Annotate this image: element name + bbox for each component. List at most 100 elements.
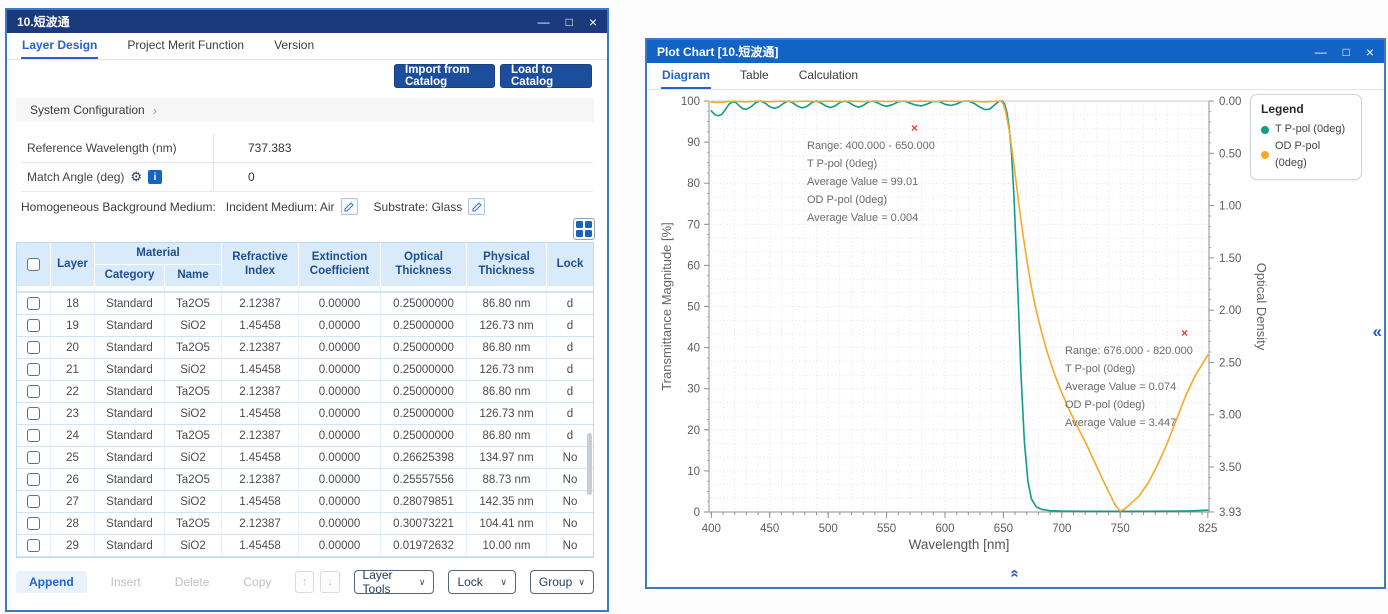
table-row[interactable]: 29 Standard SiO2 1.45458 0.00000 0.01972632 10… — [17, 535, 593, 557]
tab-table[interactable]: Table — [740, 68, 769, 82]
table-cell: SiO2 — [165, 315, 222, 337]
config-row: Match Angle (deg) ⚙ i 0 — [21, 163, 593, 192]
chart-legend: Legend T P-pol (0deg) OD P-pol (0deg) — [1250, 94, 1362, 180]
table-row[interactable]: 19 Standard SiO2 1.45458 0.00000 0.25000000 12… — [17, 315, 593, 337]
row-checkbox[interactable] — [27, 451, 40, 464]
table-cell: 23 — [51, 403, 95, 425]
layer-table-body: 18 Standard Ta2O5 2.12387 0.00000 0.25000000 8… — [17, 293, 593, 557]
annotation-close-icon[interactable]: × — [1181, 326, 1189, 340]
table-layout-icon[interactable] — [573, 218, 595, 240]
gear-icon[interactable]: ⚙ — [130, 169, 143, 184]
edit-incident-medium-icon[interactable] — [340, 198, 358, 215]
annotation-close-icon[interactable]: × — [911, 121, 919, 135]
checkbox-cell — [17, 535, 51, 557]
table-cell: 0.25000000 — [381, 293, 467, 315]
info-icon[interactable]: i — [148, 170, 163, 184]
incident-medium-label: Incident Medium: Air — [225, 199, 335, 214]
svg-text:700: 700 — [1052, 523, 1071, 535]
row-checkbox[interactable] — [27, 495, 40, 508]
close-icon[interactable]: × — [588, 13, 597, 30]
append-button[interactable]: Append — [16, 571, 87, 593]
row-checkbox[interactable] — [27, 539, 40, 552]
import-from-catalog-button[interactable]: Import from Catalog — [394, 64, 495, 88]
row-checkbox[interactable] — [27, 363, 40, 376]
table-cell: 126.73 nm — [467, 359, 547, 381]
checkbox-cell — [17, 293, 51, 315]
window-titlebar[interactable]: Plot Chart [10.短波通] — □ × — [647, 40, 1384, 63]
chevron-down-icon: ∨ — [500, 576, 507, 587]
move-up-button[interactable]: ↑ — [295, 571, 315, 593]
table-row[interactable]: 27 Standard SiO2 1.45458 0.00000 0.28079851 14… — [17, 491, 593, 513]
table-cell: 25 — [51, 447, 95, 469]
table-row[interactable]: 22 Standard Ta2O5 2.12387 0.00000 0.25000000 8… — [17, 381, 593, 403]
layer-tools-dropdown[interactable]: Layer Tools ∨ — [353, 568, 435, 596]
svg-text:70: 70 — [687, 219, 700, 231]
tab-diagram[interactable]: Diagram — [661, 63, 712, 89]
maximize-icon[interactable]: □ — [565, 14, 573, 29]
table-row[interactable]: 23 Standard SiO2 1.45458 0.00000 0.25000000 12… — [17, 403, 593, 425]
medium-line: Homogeneous Background Medium: Incident … — [21, 198, 599, 215]
svg-text:600: 600 — [935, 523, 954, 535]
window-titlebar[interactable]: 10.短波通 — □ × — [7, 10, 607, 33]
tab-project-merit-function[interactable]: Project Merit Function — [127, 38, 245, 52]
group-dropdown[interactable]: Group ∨ — [529, 570, 594, 594]
config-value[interactable]: 737.383 — [213, 134, 593, 162]
row-checkbox[interactable] — [27, 517, 40, 530]
table-row[interactable]: 25 Standard SiO2 1.45458 0.00000 0.26625398 13… — [17, 447, 593, 469]
table-cell: Ta2O5 — [165, 293, 222, 315]
config-row: Reference Wavelength (nm) 737.383 — [21, 134, 593, 163]
table-row[interactable]: 18 Standard Ta2O5 2.12387 0.00000 0.25000000 8… — [17, 293, 593, 315]
table-cell: 104.41 nm — [467, 513, 547, 535]
tab-version[interactable]: Version — [274, 38, 315, 52]
expand-up-icon[interactable]: « — [1006, 569, 1024, 578]
right-tabbar: Diagram Table Calculation — [647, 63, 1384, 90]
table-cell: 0.25000000 — [381, 359, 467, 381]
table-cell: 0.01972632 — [381, 535, 467, 557]
table-scrollbar[interactable] — [587, 433, 592, 495]
delete-button[interactable]: Delete — [174, 575, 210, 589]
minimize-icon[interactable]: — — [1314, 44, 1327, 59]
copy-button[interactable]: Copy — [243, 575, 272, 589]
layer-table: Layer Material Category Name Refractive … — [16, 242, 594, 558]
move-down-button[interactable]: ↓ — [320, 571, 340, 593]
maximize-icon[interactable]: □ — [1342, 44, 1350, 59]
insert-button[interactable]: Insert — [110, 575, 141, 589]
system-configuration-label: System Configuration — [30, 103, 145, 117]
minimize-icon[interactable]: — — [537, 14, 550, 29]
svg-text:1.00: 1.00 — [1219, 201, 1241, 213]
table-row[interactable]: 26 Standard Ta2O5 2.12387 0.00000 0.25557556 8… — [17, 469, 593, 491]
tab-layer-design[interactable]: Layer Design — [21, 33, 99, 59]
system-configuration-header[interactable]: System Configuration › — [16, 98, 594, 122]
table-cell: 126.73 nm — [467, 315, 547, 337]
table-cell: 0.28079851 — [381, 491, 467, 513]
row-checkbox[interactable] — [27, 297, 40, 310]
table-cell: 1.45458 — [222, 447, 299, 469]
row-checkbox[interactable] — [27, 407, 40, 420]
edit-substrate-icon[interactable] — [468, 198, 486, 215]
row-checkbox[interactable] — [27, 429, 40, 442]
row-checkbox[interactable] — [27, 319, 40, 332]
table-row[interactable]: 24 Standard Ta2O5 2.12387 0.00000 0.25000000 8… — [17, 425, 593, 447]
legend-dot-icon — [1261, 151, 1269, 159]
table-row[interactable]: 20 Standard Ta2O5 2.12387 0.00000 0.25000000 8… — [17, 337, 593, 359]
svg-text:10: 10 — [687, 466, 700, 478]
row-checkbox[interactable] — [27, 385, 40, 398]
table-cell: Standard — [95, 293, 165, 315]
table-cell: 0.00000 — [299, 491, 381, 513]
config-value[interactable]: 0 — [213, 163, 593, 191]
row-checkbox[interactable] — [27, 341, 40, 354]
svg-text:450: 450 — [760, 523, 779, 535]
lock-dropdown[interactable]: Lock ∨ — [448, 570, 516, 594]
table-row[interactable]: 21 Standard SiO2 1.45458 0.00000 0.25000000 12… — [17, 359, 593, 381]
table-cell: Ta2O5 — [165, 513, 222, 535]
row-checkbox[interactable] — [27, 473, 40, 486]
table-cell: Standard — [95, 513, 165, 535]
series-transmittance — [710, 100, 1209, 513]
load-to-catalog-button[interactable]: Load to Catalog — [500, 64, 592, 88]
close-icon[interactable]: × — [1365, 43, 1374, 60]
collapse-panel-icon[interactable]: « — [1372, 322, 1382, 341]
tab-calculation[interactable]: Calculation — [798, 68, 859, 82]
table-row[interactable]: 28 Standard Ta2O5 2.12387 0.00000 0.30073221 1… — [17, 513, 593, 535]
select-all-checkbox[interactable] — [27, 258, 40, 271]
table-cell: 10.00 nm — [467, 535, 547, 557]
